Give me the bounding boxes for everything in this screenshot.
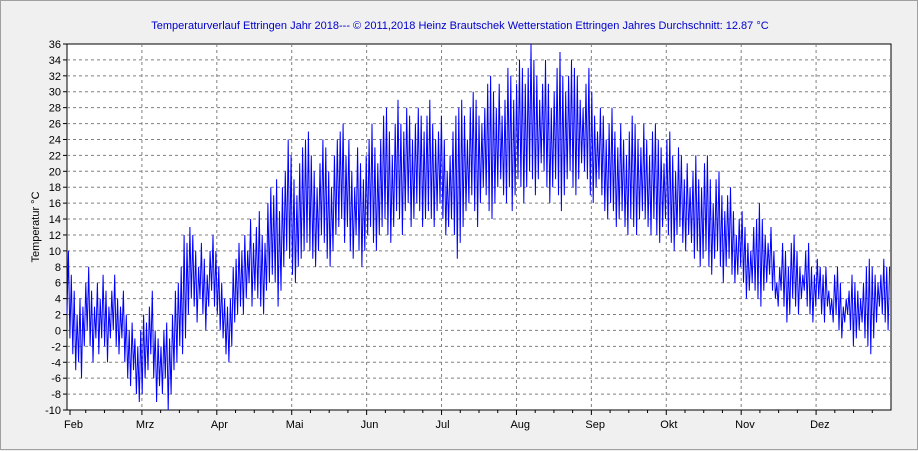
y-tick-label: 36 (49, 39, 61, 51)
y-tick-label: 10 (49, 246, 61, 258)
y-tick-label: 8 (55, 262, 61, 274)
x-tick-label: Feb (64, 419, 83, 431)
x-tick-label: Mrz (136, 419, 154, 431)
x-tick-label: Nov (735, 419, 755, 431)
x-tick-label: Mai (286, 419, 304, 431)
y-tick-label: 18 (49, 182, 61, 194)
x-tick-label: Dez (810, 419, 830, 431)
y-tick-label: 20 (49, 166, 61, 178)
y-tick-label: -6 (51, 373, 61, 385)
x-tick-label: Jun (361, 419, 379, 431)
y-tick-label: 2 (55, 310, 61, 322)
plot-area (66, 43, 892, 411)
y-tick-label: -4 (51, 357, 61, 369)
y-tick-label: 12 (49, 230, 61, 242)
y-tick-label: 6 (55, 278, 61, 290)
y-tick-label: -8 (51, 389, 61, 401)
y-tick-label: 16 (49, 198, 61, 210)
temperature-series-line (66, 43, 891, 411)
y-tick-label: 14 (49, 214, 61, 226)
y-tick-label: 32 (49, 71, 61, 83)
x-tick-label: Sep (585, 419, 605, 431)
y-tick-label: -2 (51, 341, 61, 353)
y-tick-label: 0 (55, 325, 61, 337)
y-axis-label: Temperatur °C (30, 191, 42, 262)
y-tick-label: -10 (45, 405, 61, 417)
y-tick-label: 30 (49, 87, 61, 99)
chart-title: Temperaturverlauf Ettringen Jahr 2018---… (151, 20, 769, 32)
x-tick-label: Jul (436, 419, 450, 431)
y-tick-label: 4 (55, 294, 61, 306)
y-tick-label: 28 (49, 103, 61, 115)
series-layer (66, 43, 891, 411)
y-tick-label: 22 (49, 150, 61, 162)
x-tick-label: Apr (211, 419, 228, 431)
x-tick-label: Okt (660, 419, 677, 431)
x-tick-label: Aug (510, 419, 530, 431)
y-tick-label: 24 (49, 134, 61, 146)
y-tick-label: 34 (49, 55, 61, 67)
y-tick-label: 26 (49, 119, 61, 131)
axis-layer: -10-8-6-4-202468101214161820222426283032… (45, 39, 873, 431)
